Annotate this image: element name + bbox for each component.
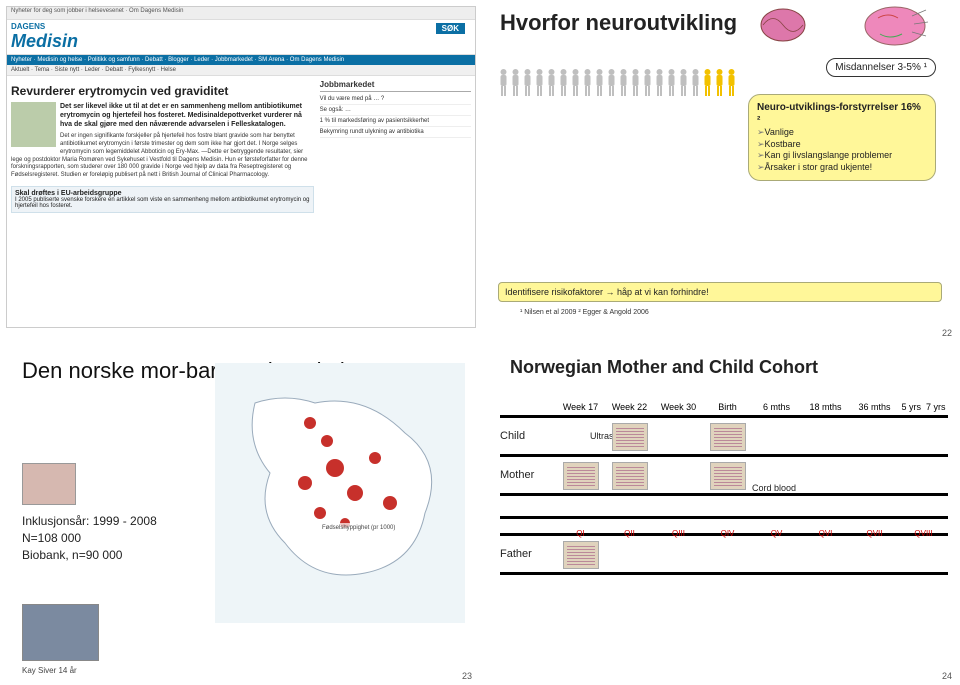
person-icon <box>498 68 509 98</box>
brain-icon <box>758 6 808 44</box>
news-side-item[interactable]: Vil du være med på … ? <box>320 94 471 105</box>
news-side-header: Jobbmarkedet <box>320 80 471 92</box>
q2-title: Hvorfor neuroutvikling <box>500 10 737 36</box>
sample-mother-wk17 <box>563 462 599 490</box>
search-button[interactable]: SØK <box>436 23 465 34</box>
slide-cohort-timeline: Norwegian Mother and Child Cohort Week 1… <box>480 343 960 685</box>
person-icon <box>678 68 689 98</box>
q3-line1: Inklusjonsår: 1999 - 2008 <box>22 513 157 530</box>
news-thumb <box>11 102 56 147</box>
row-mother: Mother <box>500 454 948 493</box>
q3-line3: Biobank, n=90 000 <box>22 547 157 564</box>
person-icon <box>690 68 701 98</box>
news-headline: Revurderer erytromycin ved graviditet <box>11 84 314 98</box>
person-icon <box>666 68 677 98</box>
news-clip: Nyheter for deg som jobber i helsevesene… <box>6 6 476 328</box>
person-icon <box>714 68 725 98</box>
news-main: Revurderer erytromycin ved graviditet De… <box>11 80 314 213</box>
child-photo <box>22 604 99 661</box>
person-icon <box>702 68 713 98</box>
person-icon <box>618 68 629 98</box>
row-father: Father <box>500 533 948 575</box>
row-label-mother: Mother <box>500 469 556 481</box>
news-menu[interactable]: Nyheter · Medisin og helse · Politikk og… <box>7 55 475 65</box>
person-icon <box>534 68 545 98</box>
news-topbar: Nyheter for deg som jobber i helsevesene… <box>7 7 475 20</box>
slide-news-screenshot: Nyheter for deg som jobber i helsevesene… <box>0 0 480 342</box>
person-icon <box>606 68 617 98</box>
person-icon <box>582 68 593 98</box>
news-submenu[interactable]: Aktuelt · Tema · Siste nytt · Leder · De… <box>7 65 475 76</box>
baby-photo <box>22 463 76 505</box>
callout-line: ➢Kostbare <box>757 139 927 151</box>
timeline-header: Week 17 Week 22 Week 30 Birth 6 mths 18 … <box>500 401 948 415</box>
callout-line: ➢Årsaker i stor grad ukjente! <box>757 162 927 174</box>
photo-credit: Kay Siver 14 år <box>22 666 77 675</box>
row-label-child: Child <box>500 430 556 442</box>
q3-line2: N=108 000 <box>22 530 157 547</box>
person-icon <box>630 68 641 98</box>
news-text: Det er ingen signifikante forskjeller på… <box>11 133 314 180</box>
callout-line: ➢Kan gi livslangslange problemer <box>757 150 927 162</box>
page-number: 24 <box>942 671 952 681</box>
person-icon <box>726 68 737 98</box>
europe-map <box>215 363 465 623</box>
person-icon <box>642 68 653 98</box>
news-logo: Medisin <box>11 31 78 52</box>
footnote: ¹ Nilsen et al 2009 ² Egger & Angold 200… <box>520 309 649 316</box>
news-side-item[interactable]: 1 % til markedsføring av pasientsikkerhe… <box>320 116 471 127</box>
person-icon <box>510 68 521 98</box>
bottom-bar: Identifisere risikofaktorer → håp at vi … <box>498 282 942 302</box>
brain-color-icon <box>860 4 930 49</box>
row-label-father: Father <box>500 548 556 560</box>
badge-misdannelser: Misdannelser 3-5% ¹ <box>826 58 936 77</box>
row-qtags: QI QII QIII QIV QV QVI QVII QVIII <box>500 493 948 516</box>
person-icon <box>522 68 533 98</box>
news-side-item[interactable]: Bekymring rundt ulykning av antibiotika <box>320 127 471 138</box>
sample-child-birth <box>710 423 746 451</box>
sample-child-wk22 <box>612 423 648 451</box>
timeline-grid: Week 17 Week 22 Week 30 Birth 6 mths 18 … <box>500 401 948 575</box>
news-logo-row: DAGENS Medisin <box>7 20 475 55</box>
sample-father-wk17 <box>563 541 599 569</box>
row-child: Child <box>500 415 948 454</box>
news-box-text: I 2005 publiserte svenske forskere en ar… <box>15 197 310 209</box>
slide-moba-intro: Den norske mor-barn undersøkelsen Fødsel… <box>0 343 480 685</box>
person-icon <box>570 68 581 98</box>
person-icon <box>654 68 665 98</box>
person-icon <box>594 68 605 98</box>
q3-details: Inklusjonsår: 1999 - 2008 N=108 000 Biob… <box>22 513 157 563</box>
person-icon <box>558 68 569 98</box>
callout-neurodev: Neuro-utviklings-forstyrrelser 16% ² ➢Va… <box>748 94 936 181</box>
map-legend: Fødselshyppighet (pr 1000) <box>320 523 397 533</box>
people-row <box>498 68 737 98</box>
sample-mother-birth <box>710 462 746 490</box>
slide-why-neurodev: Hvorfor neuroutvikling Misdannelser 3-5%… <box>480 0 960 342</box>
news-side-item[interactable]: Se også: … <box>320 105 471 116</box>
person-icon <box>546 68 557 98</box>
news-lead: Det ser likevel ikke ut til at det er en… <box>11 102 314 129</box>
page-number: 23 <box>462 671 472 681</box>
callout-title: Neuro-utviklings-forstyrrelser 16% ² <box>757 102 921 126</box>
news-logo-top: DAGENS <box>11 22 78 31</box>
news-side: Jobbmarkedet Vil du være med på … ? Se o… <box>320 80 471 213</box>
page-number: 22 <box>942 328 952 338</box>
callout-line: ➢Vanlige <box>757 127 927 139</box>
sample-mother-wk22 <box>612 462 648 490</box>
news-box-title: Skal drøftes i EU-arbeidsgruppe <box>15 190 310 197</box>
q4-title: Norwegian Mother and Child Cohort <box>510 357 950 378</box>
